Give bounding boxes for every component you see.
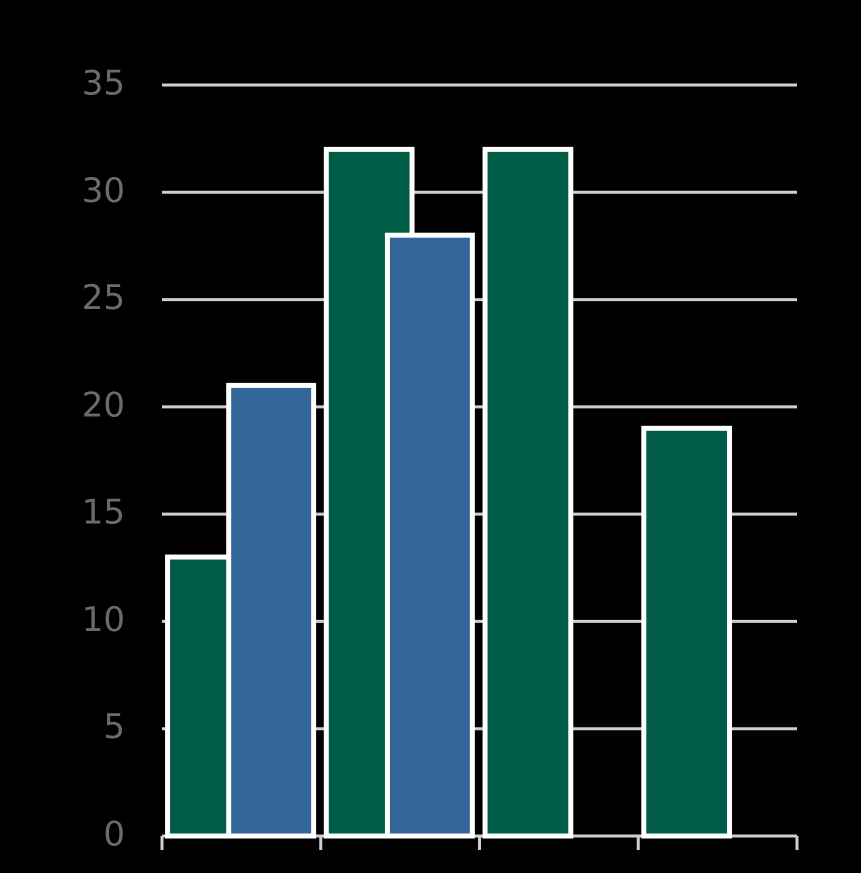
bar [482, 146, 574, 839]
bar [226, 382, 317, 839]
y-tick-label: 0 [103, 815, 125, 855]
bar [384, 232, 475, 839]
y-tick-label: 20 [82, 385, 125, 425]
y-tick-label: 15 [82, 493, 125, 533]
y-tick-label: 35 [82, 64, 125, 104]
y-tick-label: 30 [82, 171, 125, 211]
y-tick-label: 5 [103, 707, 125, 747]
bar [641, 425, 733, 839]
y-tick-label: 25 [82, 278, 125, 318]
y-tick-label: 10 [82, 600, 125, 640]
